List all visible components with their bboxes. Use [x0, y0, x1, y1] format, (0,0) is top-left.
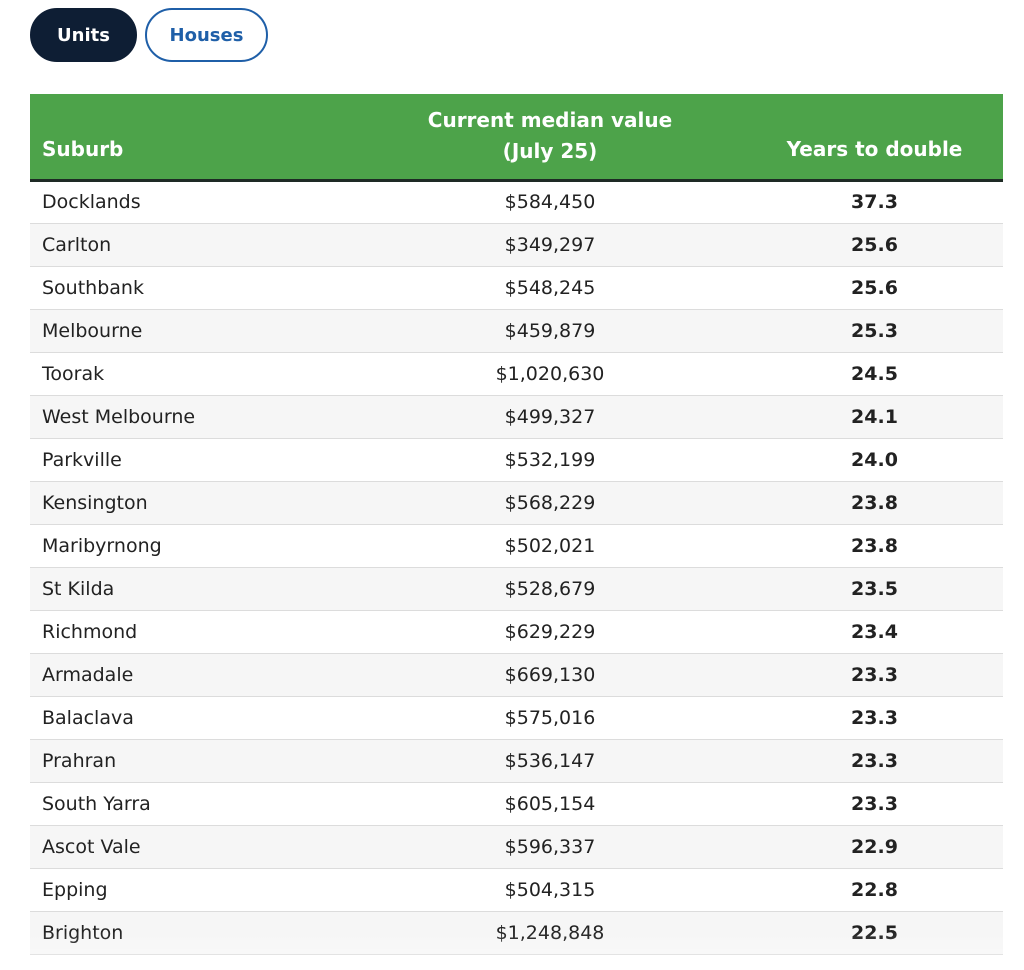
- column-header-suburb[interactable]: Suburb: [30, 94, 354, 182]
- median-value-cell: $669,130: [504, 663, 596, 686]
- years-to-double-cell: 24.5: [851, 362, 898, 385]
- median-value-cell: $499,327: [504, 405, 596, 428]
- table-row: West Melbourne $499,327 24.1: [30, 395, 1003, 438]
- median-value-cell: $629,229: [504, 620, 596, 643]
- suburb-cell: Docklands: [42, 191, 141, 213]
- years-to-double-cell: 25.3: [851, 319, 898, 342]
- years-to-double-cell: 23.3: [851, 749, 898, 772]
- median-value-cell: $349,297: [504, 233, 596, 256]
- tab-group: Units Houses: [30, 8, 268, 62]
- suburb-cell: Richmond: [42, 620, 138, 643]
- median-value-cell: $502,021: [504, 534, 596, 557]
- table-row: Armadale $669,130 23.3: [30, 653, 1003, 696]
- column-header-median-value-label: Current median value (July 25): [427, 108, 673, 164]
- table-row: Maribyrnong $502,021 23.8: [30, 524, 1003, 567]
- table-row: Epping $504,315 22.8: [30, 868, 1003, 911]
- suburb-cell: Melbourne: [42, 319, 143, 342]
- table-row: Balaclava $575,016 23.3: [30, 696, 1003, 739]
- table-row: Richmond $629,229 23.4: [30, 610, 1003, 653]
- table-row: Ascot Vale $596,337 22.9: [30, 825, 1003, 868]
- suburb-cell: Brighton: [42, 921, 124, 944]
- years-to-double-cell: 23.5: [851, 577, 898, 600]
- median-value-cell: $584,450: [504, 191, 596, 213]
- median-value-cell: $1,248,848: [495, 921, 605, 944]
- table-row: Docklands $584,450 37.3: [30, 180, 1003, 223]
- suburb-cell: Southbank: [42, 276, 144, 299]
- table-row: Toorak $1,020,630 24.5: [30, 352, 1003, 395]
- table-header-row: Suburb Current median value (July 25) Ye…: [30, 94, 1003, 182]
- table-row: Parkville $532,199 24.0: [30, 438, 1003, 481]
- suburb-cell: Ascot Vale: [42, 835, 141, 858]
- years-to-double-cell: 23.3: [851, 706, 898, 729]
- median-value-cell: $528,679: [504, 577, 596, 600]
- years-to-double-cell: 23.8: [851, 491, 898, 514]
- median-value-cell: $605,154: [504, 792, 596, 815]
- table-row: Kensington $568,229 23.8: [30, 481, 1003, 524]
- median-value-cell: $568,229: [504, 491, 596, 514]
- tab-houses[interactable]: Houses: [145, 8, 268, 62]
- suburb-cell: Kensington: [42, 491, 148, 514]
- column-header-years-to-double[interactable]: Years to double: [746, 94, 1003, 182]
- years-to-double-cell: 22.9: [851, 835, 898, 858]
- table-row: Brighton $1,248,848 22.5: [30, 911, 1003, 954]
- table-row: Southbank $548,245 25.6: [30, 266, 1003, 309]
- tab-units[interactable]: Units: [30, 8, 137, 62]
- table-body: Docklands $584,450 37.3 Carlton $349,297 25.6…: [30, 180, 1003, 954]
- years-to-double-cell: 37.3: [851, 191, 898, 213]
- median-value-cell: $596,337: [504, 835, 596, 858]
- years-to-double-cell: 24.0: [851, 448, 898, 471]
- column-header-median-value[interactable]: Current median value (July 25): [354, 94, 746, 182]
- median-value-cell: $536,147: [504, 749, 596, 772]
- suburb-cell: Balaclava: [42, 706, 134, 729]
- suburb-cell: Carlton: [42, 233, 112, 256]
- suburb-cell: Epping: [42, 878, 108, 901]
- table-row: South Yarra $605,154 23.3: [30, 782, 1003, 825]
- suburb-cell: Prahran: [42, 749, 117, 772]
- suburb-cell: Parkville: [42, 448, 122, 471]
- years-to-double-cell: 23.4: [851, 620, 898, 643]
- suburb-cell: St Kilda: [42, 577, 115, 600]
- median-value-cell: $548,245: [504, 276, 596, 299]
- years-to-double-cell: 25.6: [851, 276, 898, 299]
- suburb-cell: South Yarra: [42, 792, 151, 815]
- table-row: St Kilda $528,679 23.5: [30, 567, 1003, 610]
- years-to-double-cell: 23.3: [851, 663, 898, 686]
- years-to-double-cell: 25.6: [851, 233, 898, 256]
- suburb-cell: Maribyrnong: [42, 534, 162, 557]
- years-to-double-cell: 23.3: [851, 792, 898, 815]
- years-to-double-cell: 22.8: [851, 878, 898, 901]
- median-value-cell: $1,020,630: [495, 362, 605, 385]
- median-value-cell: $532,199: [504, 448, 596, 471]
- years-to-double-cell: 23.8: [851, 534, 898, 557]
- table-row: Melbourne $459,879 25.3: [30, 309, 1003, 352]
- median-value-cell: $459,879: [504, 319, 596, 342]
- suburb-cell: Toorak: [42, 362, 105, 385]
- years-to-double-cell: 22.5: [851, 921, 898, 944]
- table-row: Prahran $536,147 23.3: [30, 739, 1003, 782]
- median-value-cell: $575,016: [504, 706, 596, 729]
- years-to-double-cell: 24.1: [851, 405, 898, 428]
- suburb-cell: Armadale: [42, 663, 134, 686]
- table-row: Carlton $349,297 25.6: [30, 223, 1003, 266]
- median-value-cell: $504,315: [504, 878, 596, 901]
- suburb-table: Suburb Current median value (July 25) Ye…: [30, 94, 1003, 955]
- suburb-cell: West Melbourne: [42, 405, 196, 428]
